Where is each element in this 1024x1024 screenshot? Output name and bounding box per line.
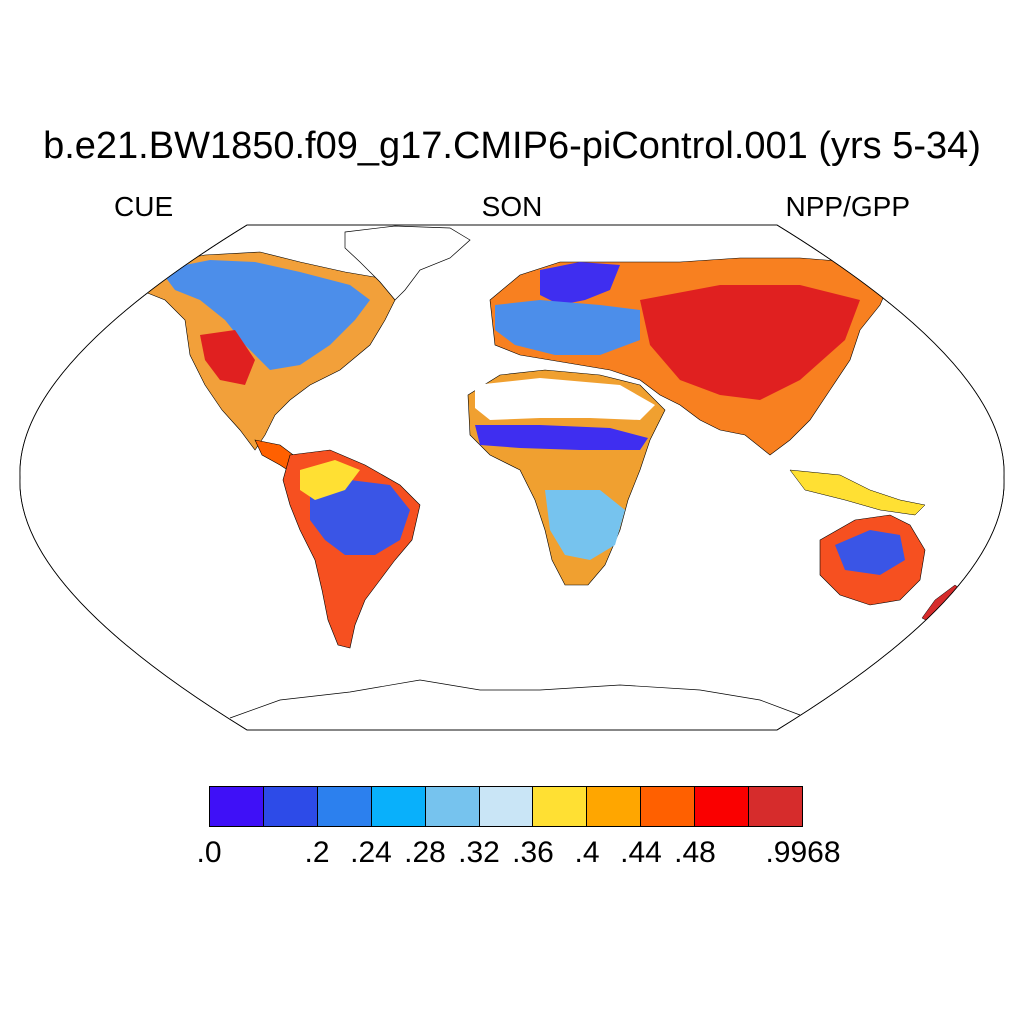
africa-south-blue — [545, 490, 625, 560]
center-label: SON — [481, 191, 543, 222]
map-border — [19, 224, 1005, 731]
colorbar — [209, 786, 803, 827]
colorbar-swatch — [425, 787, 480, 826]
right-label: NPP/GPP — [785, 191, 910, 222]
north-america-blue — [160, 260, 370, 370]
sahel-blue — [475, 425, 648, 450]
colorbar-tick-label: .24 — [350, 836, 392, 869]
australia-blue — [835, 530, 905, 575]
figure-title: b.e21.BW1850.f09_g17.CMIP6-piControl.001… — [43, 125, 981, 167]
colorbar-swatch — [749, 787, 802, 826]
colorbar-tick-label: .48 — [674, 836, 716, 869]
sahara-white — [475, 378, 655, 420]
colorbar-tick-label: .44 — [620, 836, 662, 869]
scandinavia-blue — [540, 262, 620, 305]
colorbar-swatch — [479, 787, 534, 826]
colorbar-tick-label: .36 — [512, 836, 554, 869]
eurasia-red — [640, 285, 860, 400]
colorbar-tick-label: .28 — [404, 836, 446, 869]
europe-lightblue — [495, 300, 640, 355]
colorbar-swatch — [371, 787, 426, 826]
greenland-land — [344, 225, 471, 301]
colorbar-tick-label: .32 — [458, 836, 500, 869]
colorbar-swatch — [210, 787, 264, 826]
colorbar-tick-label: .0 — [196, 836, 222, 869]
left-label: CUE — [114, 191, 174, 222]
colorbar-tick-label: .2 — [304, 836, 330, 869]
south-america-blue — [310, 480, 410, 555]
se-asia-islands — [789, 469, 926, 516]
colorbar-swatch — [317, 787, 372, 826]
colorbar-swatch — [587, 787, 642, 826]
antarctica-coastline — [229, 679, 801, 719]
colorbar-swatch — [263, 787, 318, 826]
colorbar-swatch — [641, 787, 696, 826]
colorbar-tick-label: .9968 — [765, 836, 841, 869]
south-america-yellow — [300, 460, 360, 500]
colorbar-swatch — [533, 787, 588, 826]
north-america-red — [200, 330, 255, 385]
colorbar-tick-label: .4 — [574, 836, 600, 869]
colorbar-swatch — [695, 787, 750, 826]
